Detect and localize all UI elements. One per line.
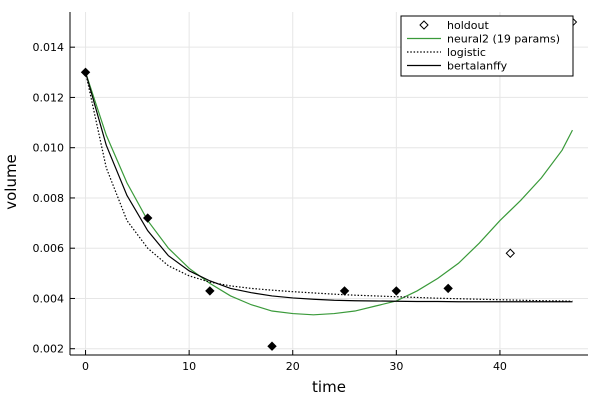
plot-area — [80, 17, 578, 351]
legend-label: logistic — [447, 46, 486, 59]
holdout-point — [505, 248, 516, 258]
data-point — [391, 286, 402, 296]
data-point — [339, 286, 350, 296]
data-point — [142, 213, 153, 223]
y-tick-label: 0.006 — [33, 242, 65, 255]
series-line-neural2-19-params — [84, 72, 573, 316]
data-point — [80, 67, 91, 78]
x-tick-label: 40 — [493, 360, 507, 373]
data-point — [443, 283, 453, 294]
legend-label: bertalanffy — [447, 60, 508, 73]
legend-marker — [419, 20, 429, 30]
x-tick-label: 20 — [286, 360, 300, 373]
x-axis-title: time — [312, 378, 346, 396]
y-tick-label: 0.004 — [33, 292, 65, 305]
x-tick-label: 10 — [182, 360, 196, 373]
legend-label: holdout — [447, 19, 489, 32]
y-axis-title: volume — [2, 154, 20, 210]
legend-label: neural2 (19 params) — [447, 33, 560, 46]
axes — [69, 12, 588, 356]
y-tick-label: 0.008 — [33, 192, 65, 205]
y-tick-label: 0.012 — [33, 91, 65, 104]
data-point — [205, 286, 215, 296]
series-line-bertalanffy — [84, 72, 573, 303]
y-tick-label: 0.010 — [33, 142, 65, 155]
data-point — [267, 341, 277, 351]
series-line-logistic — [84, 72, 573, 302]
grid — [70, 12, 588, 355]
x-tick-label: 0 — [82, 360, 89, 373]
x-tick-label: 30 — [389, 360, 403, 373]
y-tick-label: 0.002 — [33, 343, 65, 356]
y-tick-label: 0.014 — [33, 41, 65, 54]
tick-labels: 0 10 20 30 40 0.002 0.004 0.006 0.008 0.010 0.012 0… — [33, 41, 507, 373]
